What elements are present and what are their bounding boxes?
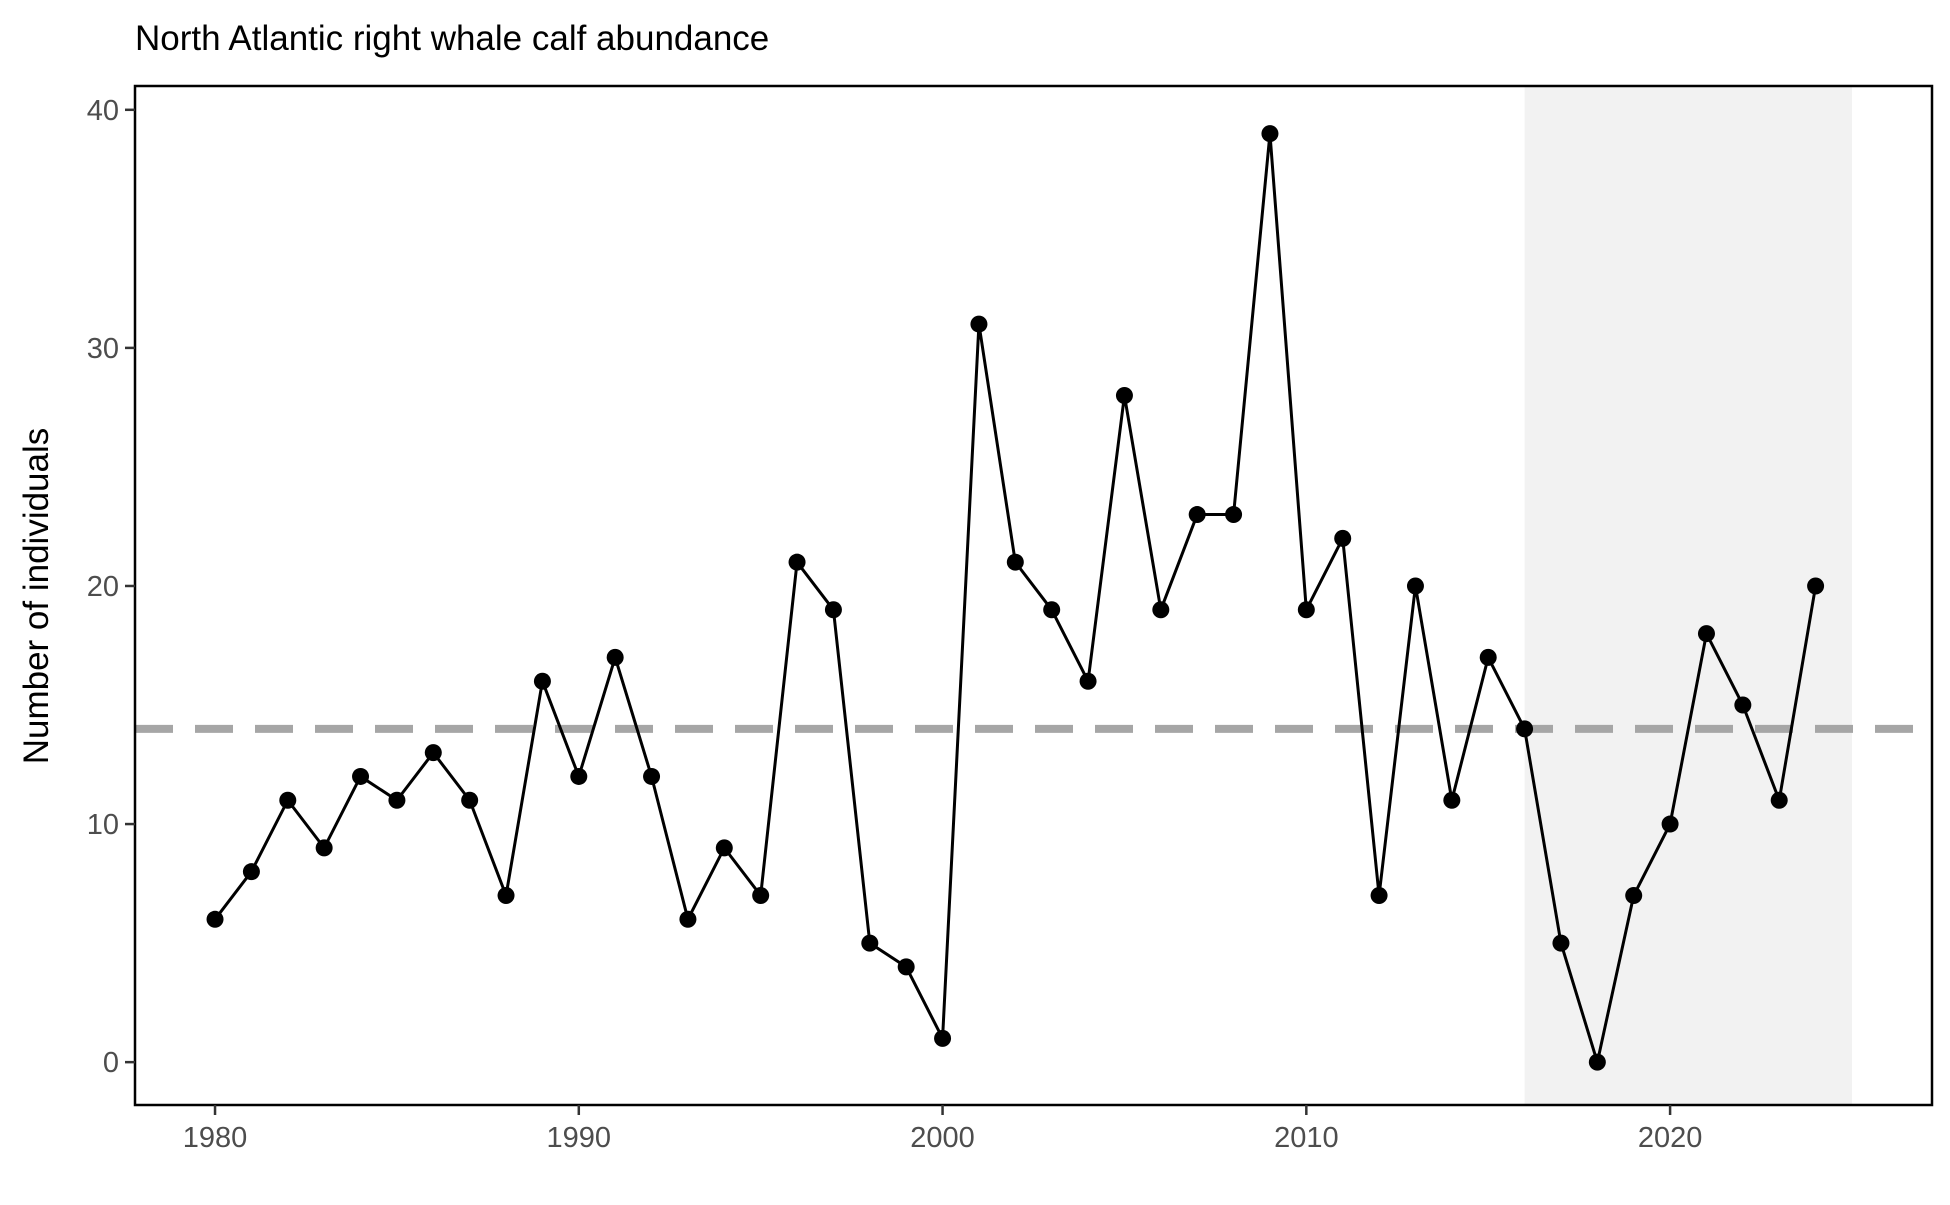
y-tick-label: 40: [87, 95, 119, 127]
data-point: [1006, 553, 1024, 571]
data-point: [1370, 886, 1388, 904]
data-point: [715, 839, 733, 857]
data-point: [242, 863, 260, 881]
data-point: [1225, 506, 1243, 524]
data-point: [1334, 529, 1352, 547]
y-axis-title: Number of individuals: [17, 428, 56, 765]
data-point: [1406, 577, 1424, 595]
data-point: [1188, 506, 1206, 524]
data-point: [206, 910, 224, 928]
data-point: [1297, 601, 1315, 619]
data-point: [570, 767, 588, 785]
data-point: [1661, 815, 1679, 833]
axes-layer: 0 10 20 30 40 1980 1990 2000 2010 2020: [87, 84, 1934, 1154]
data-point: [1516, 720, 1534, 738]
data-point: [788, 553, 806, 571]
data-point: [388, 791, 406, 809]
series-layer: [206, 125, 1825, 1071]
x-tick-label: 1990: [547, 1122, 612, 1154]
data-point: [861, 934, 879, 952]
data-point: [352, 767, 370, 785]
y-tick-label: 10: [87, 809, 119, 841]
data-point: [424, 744, 442, 762]
data-point: [752, 886, 770, 904]
data-point: [1770, 791, 1788, 809]
x-tick-label: 1980: [183, 1122, 248, 1154]
data-point: [679, 910, 697, 928]
data-point: [1152, 601, 1170, 619]
y-tick-label: 20: [87, 571, 119, 603]
data-point: [1807, 577, 1825, 595]
data-point: [1552, 934, 1570, 952]
x-tick-label: 2000: [910, 1122, 975, 1154]
plot-panel-border: [133, 84, 1934, 1107]
data-point: [824, 601, 842, 619]
data-point: [1625, 886, 1643, 904]
data-point: [1588, 1053, 1606, 1071]
data-point: [533, 672, 551, 690]
data-point: [1079, 672, 1097, 690]
shaded-region-layer: [1524, 86, 1852, 1105]
x-tick-label: 2020: [1638, 1122, 1703, 1154]
data-point: [643, 767, 661, 785]
data-point: [897, 958, 915, 976]
data-point: [934, 1029, 952, 1047]
data-point: [970, 315, 988, 333]
shaded-region: [1524, 86, 1852, 1105]
data-point: [1697, 625, 1715, 643]
data-point: [1115, 387, 1133, 405]
data-point: [1261, 125, 1279, 143]
data-point: [315, 839, 333, 857]
data-point: [1479, 648, 1497, 666]
chart-title: North Atlantic right whale calf abundanc…: [135, 19, 769, 58]
data-point: [1443, 791, 1461, 809]
x-tick-label: 2010: [1274, 1122, 1339, 1154]
data-point: [497, 886, 515, 904]
data-point: [1043, 601, 1061, 619]
data-point: [461, 791, 479, 809]
data-point: [1734, 696, 1752, 714]
data-point: [279, 791, 297, 809]
y-tick-label: 0: [103, 1047, 119, 1079]
data-point: [606, 648, 624, 666]
y-tick-label: 30: [87, 333, 119, 365]
